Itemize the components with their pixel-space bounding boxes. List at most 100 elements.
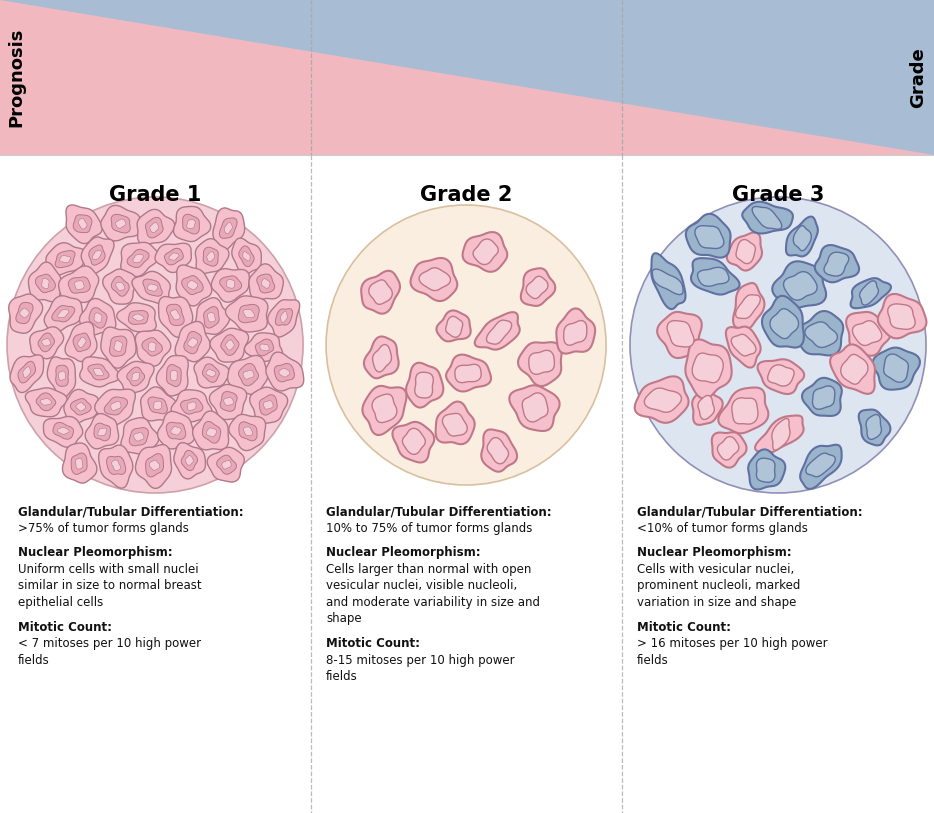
Text: Glandular/Tubular Differentiation:: Glandular/Tubular Differentiation: [18, 505, 244, 518]
Polygon shape [58, 310, 69, 318]
Polygon shape [79, 357, 120, 387]
Polygon shape [120, 242, 159, 276]
Polygon shape [70, 398, 92, 415]
Polygon shape [177, 265, 212, 306]
Polygon shape [686, 214, 730, 258]
Polygon shape [171, 427, 181, 435]
Text: Grade 2: Grade 2 [420, 185, 512, 205]
Polygon shape [36, 393, 56, 411]
Polygon shape [149, 223, 159, 233]
Polygon shape [651, 253, 686, 309]
Polygon shape [474, 312, 519, 350]
Polygon shape [793, 226, 812, 250]
Polygon shape [76, 459, 83, 469]
Polygon shape [786, 216, 818, 256]
Polygon shape [806, 453, 835, 476]
Polygon shape [841, 354, 868, 385]
Polygon shape [255, 339, 274, 356]
Polygon shape [731, 334, 756, 356]
Polygon shape [143, 279, 163, 296]
Polygon shape [373, 345, 391, 372]
Polygon shape [217, 455, 236, 474]
Polygon shape [30, 327, 64, 359]
Polygon shape [156, 355, 189, 396]
Polygon shape [109, 336, 127, 356]
Polygon shape [59, 266, 99, 302]
Polygon shape [35, 274, 55, 293]
Polygon shape [757, 359, 804, 394]
Text: similar in size to normal breast: similar in size to normal breast [18, 579, 202, 592]
Polygon shape [23, 367, 31, 377]
Text: and moderate variability in size and: and moderate variability in size and [326, 596, 540, 609]
Polygon shape [48, 357, 76, 398]
Polygon shape [239, 422, 257, 441]
Polygon shape [117, 302, 156, 332]
Polygon shape [111, 215, 130, 233]
Polygon shape [770, 309, 799, 339]
Polygon shape [884, 354, 909, 382]
Polygon shape [436, 311, 471, 341]
Polygon shape [65, 322, 97, 362]
Polygon shape [276, 309, 292, 325]
Polygon shape [419, 267, 450, 290]
Polygon shape [101, 206, 141, 241]
Text: Cells larger than normal with open: Cells larger than normal with open [326, 563, 531, 576]
Text: <10% of tumor forms glands: <10% of tumor forms glands [637, 521, 808, 534]
Polygon shape [244, 427, 253, 436]
Polygon shape [114, 341, 122, 351]
Polygon shape [887, 304, 915, 329]
Text: Glandular/Tubular Differentiation:: Glandular/Tubular Differentiation: [637, 505, 863, 518]
Polygon shape [137, 209, 175, 245]
Polygon shape [226, 280, 234, 289]
Text: >75% of tumor forms glands: >75% of tumor forms glands [18, 521, 189, 534]
Polygon shape [518, 342, 561, 386]
Polygon shape [866, 415, 882, 439]
Polygon shape [43, 416, 83, 447]
Polygon shape [814, 245, 859, 282]
Polygon shape [718, 388, 769, 433]
Text: fields: fields [637, 654, 669, 667]
Polygon shape [364, 337, 399, 378]
Polygon shape [830, 345, 875, 393]
Polygon shape [280, 311, 288, 323]
Polygon shape [142, 337, 163, 356]
Text: Uniform cells with small nuclei: Uniform cells with small nuclei [18, 563, 199, 576]
Polygon shape [88, 364, 109, 380]
Polygon shape [209, 385, 247, 420]
Polygon shape [522, 393, 548, 422]
Polygon shape [68, 277, 91, 293]
Polygon shape [194, 357, 230, 388]
Polygon shape [204, 307, 219, 328]
Text: vesicular nuclei, visible nucleoli,: vesicular nuclei, visible nucleoli, [326, 579, 517, 592]
Polygon shape [771, 419, 790, 450]
Polygon shape [757, 459, 775, 482]
Polygon shape [111, 402, 121, 411]
Polygon shape [195, 298, 230, 334]
Polygon shape [736, 295, 760, 319]
Polygon shape [853, 320, 882, 346]
Text: epithelial cells: epithelial cells [18, 596, 104, 609]
Polygon shape [180, 398, 203, 414]
Polygon shape [239, 246, 254, 267]
Polygon shape [159, 297, 192, 337]
Polygon shape [195, 239, 229, 274]
Polygon shape [171, 310, 180, 320]
Polygon shape [204, 247, 219, 266]
Polygon shape [171, 370, 177, 380]
Polygon shape [743, 202, 793, 233]
Text: Glandular/Tubular Differentiation:: Glandular/Tubular Differentiation: [326, 505, 552, 518]
Polygon shape [42, 278, 50, 289]
Polygon shape [181, 450, 198, 471]
Text: Mitotic Count:: Mitotic Count: [326, 637, 420, 650]
Polygon shape [55, 250, 75, 267]
Polygon shape [372, 394, 397, 423]
Circle shape [7, 197, 303, 493]
Polygon shape [188, 280, 198, 289]
Polygon shape [71, 453, 87, 474]
Polygon shape [446, 354, 491, 392]
Polygon shape [243, 370, 254, 379]
Polygon shape [174, 207, 211, 241]
Text: Nuclear Pleomorphism:: Nuclear Pleomorphism: [637, 546, 792, 559]
Polygon shape [257, 274, 275, 293]
Text: shape: shape [326, 612, 361, 625]
